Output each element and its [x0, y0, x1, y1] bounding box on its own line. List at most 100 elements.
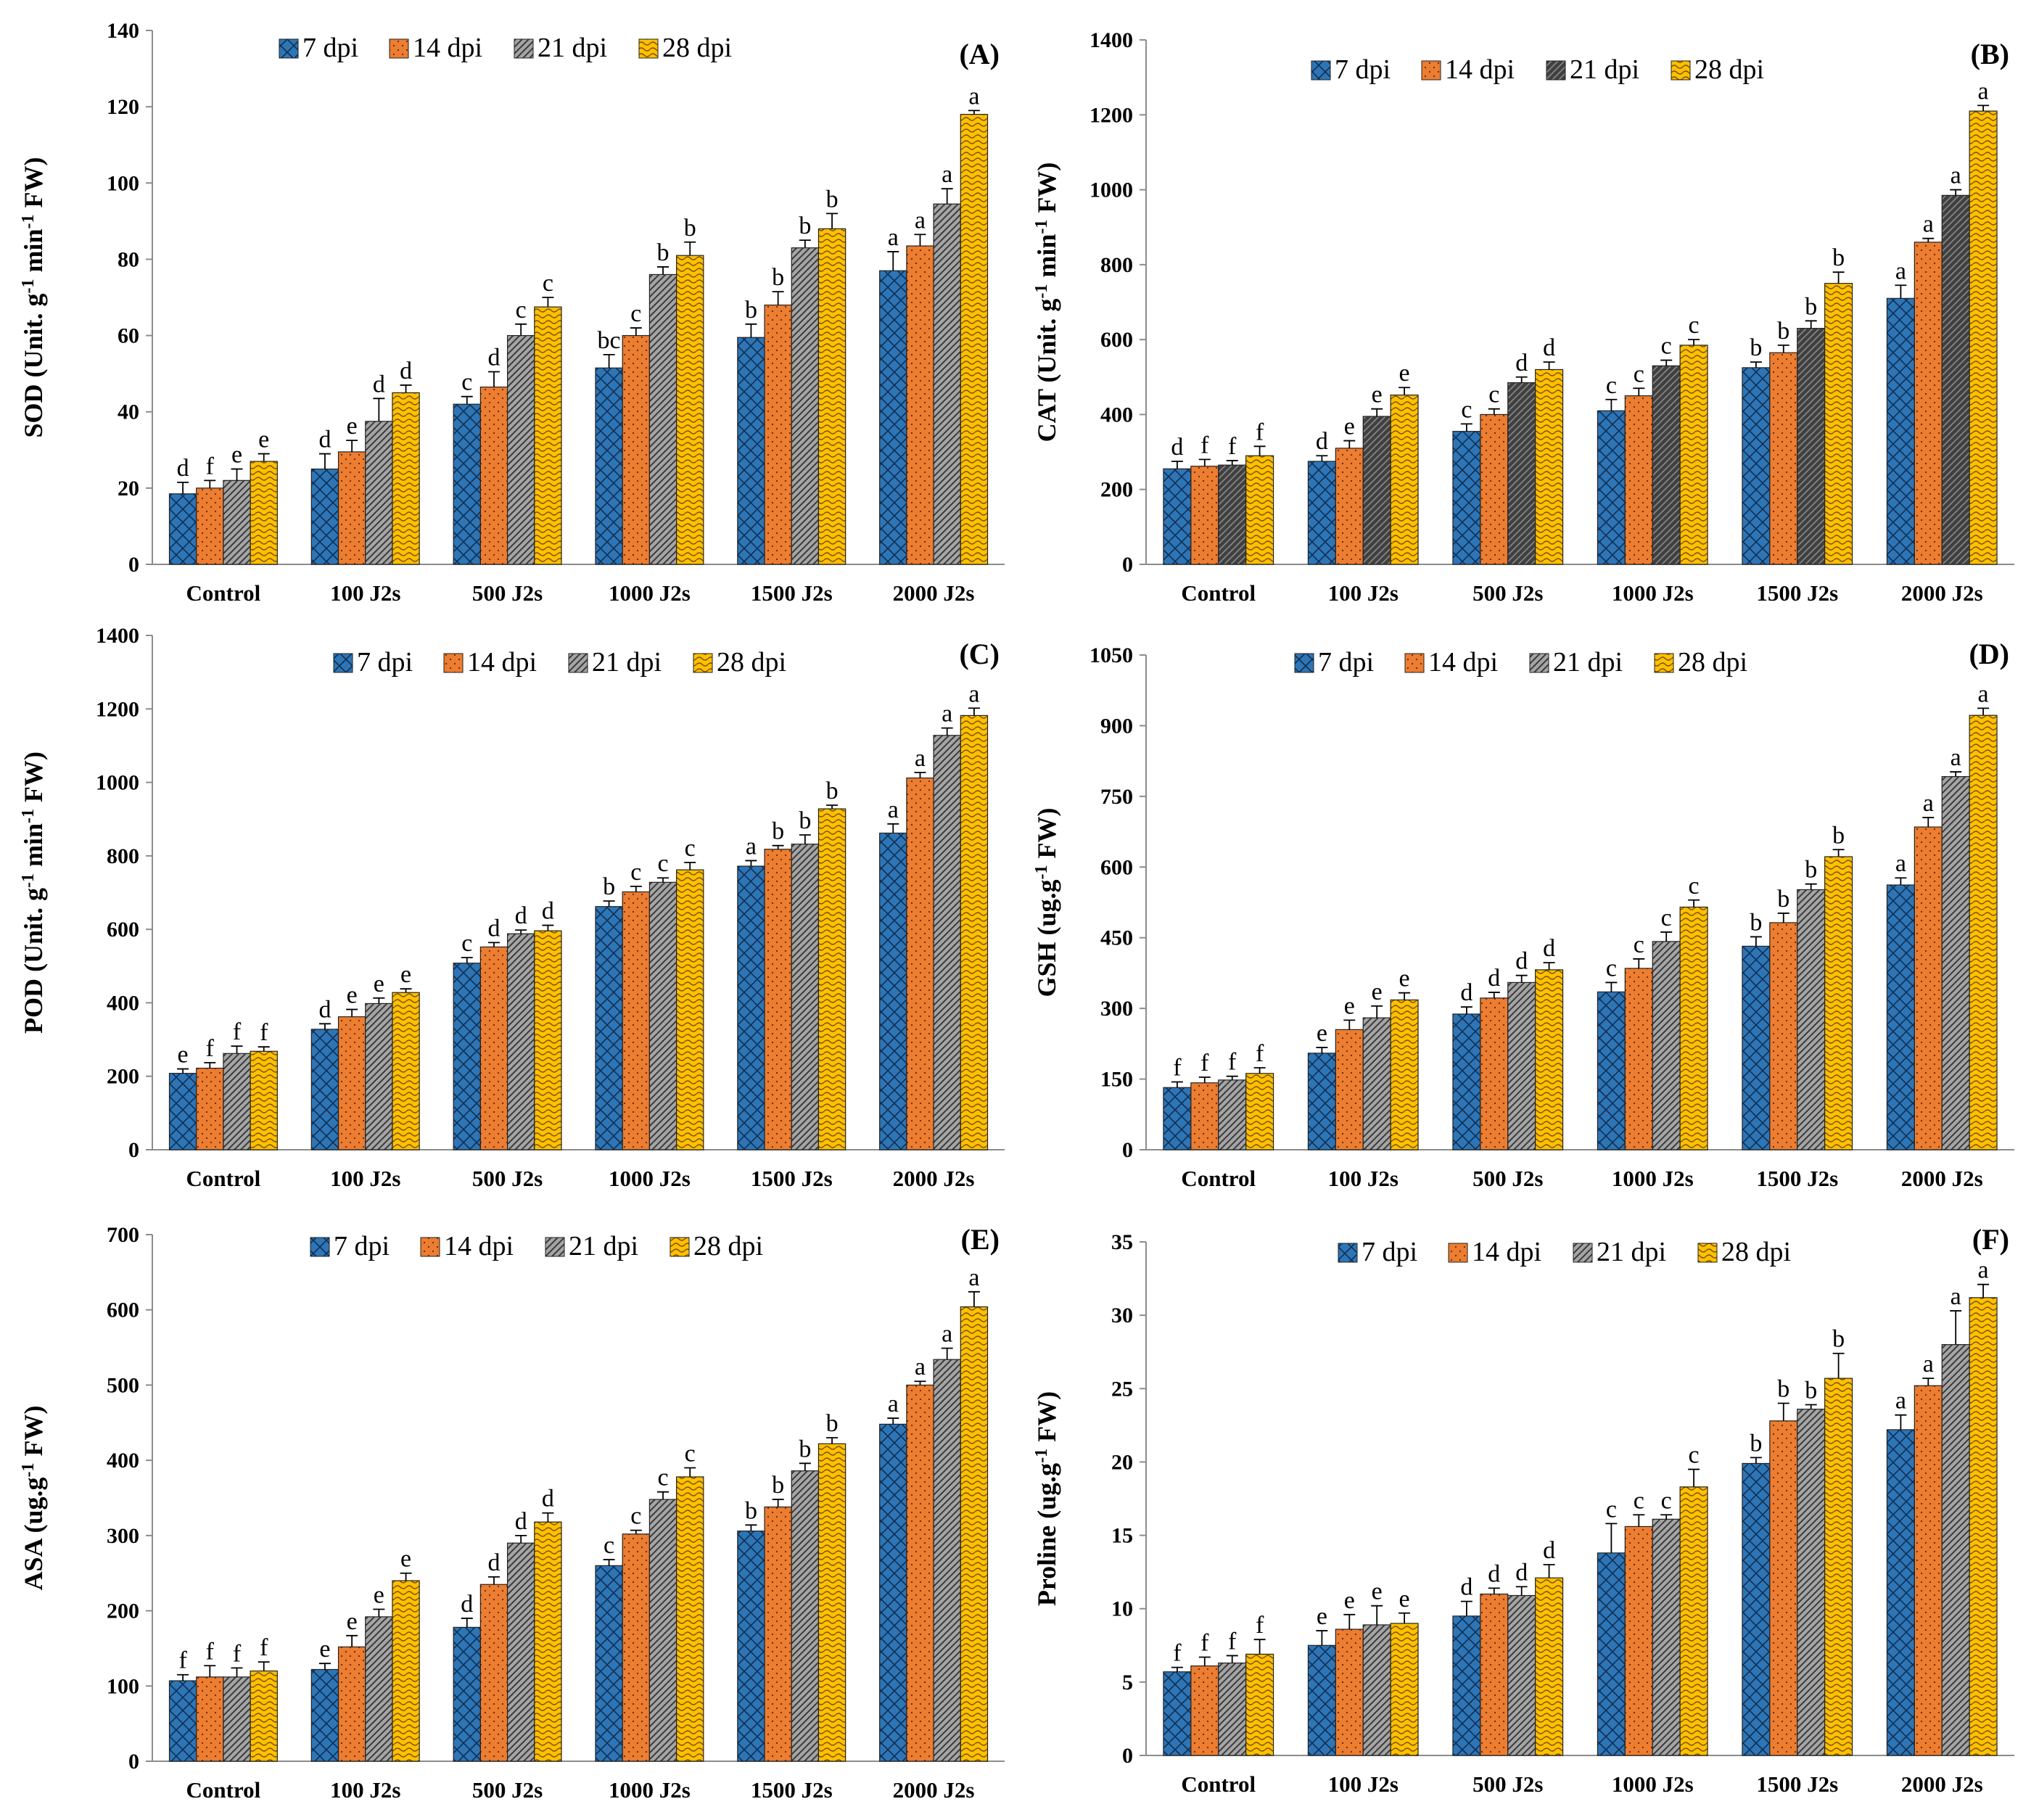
bar [1624, 1525, 1653, 1756]
significance-letter: c [657, 1465, 668, 1491]
significance-letter: c [543, 270, 553, 297]
y-tick-label: 1400 [1089, 28, 1133, 52]
significance-letter: d [1515, 1559, 1528, 1586]
x-tick-label: 100 J2s [330, 1166, 400, 1191]
bar [196, 1067, 224, 1150]
bar [223, 1676, 251, 1762]
y-tick-label: 300 [1100, 997, 1133, 1021]
significance-letter: b [1832, 1326, 1845, 1353]
y-axis-title: SOD (Unit. g-1 min-1 FW) [19, 157, 48, 437]
y-axis-title-part: FW) [1032, 807, 1061, 865]
significance-letter: c [1689, 873, 1700, 899]
legend-label: 14 dpi [467, 647, 537, 678]
bar [1307, 1053, 1336, 1150]
bar [1824, 283, 1853, 565]
significance-letter: d [1543, 1537, 1555, 1564]
bar [1190, 466, 1219, 565]
significance-letter: e [1399, 965, 1410, 992]
bar [906, 1384, 934, 1762]
bar [337, 1016, 366, 1150]
legend-label: 28 dpi [717, 647, 786, 678]
legend-swatch [443, 653, 464, 673]
significance-letter: b [826, 186, 839, 213]
bar [791, 844, 820, 1150]
bar [168, 1680, 197, 1762]
x-tick-label: Control [1181, 1166, 1256, 1191]
bar [791, 247, 820, 565]
significance-letter: d [515, 1508, 527, 1535]
legend-label: 21 dpi [1570, 54, 1639, 85]
y-tick-label: 1000 [96, 771, 139, 795]
bar [595, 1565, 623, 1762]
y-tick-label: 1050 [1089, 643, 1133, 667]
bar [1362, 416, 1391, 565]
bar [1535, 969, 1564, 1150]
x-tick-label: 100 J2s [1328, 1771, 1399, 1797]
y-tick-label: 35 [1111, 1230, 1133, 1254]
significance-letter: f [233, 1018, 242, 1045]
significance-letter: a [746, 833, 757, 860]
legend-swatch [638, 38, 659, 59]
bar [622, 1533, 651, 1762]
legend-label: 21 dpi [1597, 1237, 1666, 1267]
significance-letter: c [1634, 1487, 1644, 1514]
bar [960, 715, 989, 1150]
bar [337, 1646, 366, 1762]
bar [1335, 1628, 1364, 1756]
legend-swatch [1294, 653, 1314, 673]
significance-letter: a [1923, 790, 1934, 817]
significance-letter: e [347, 1608, 358, 1635]
legend-label: 7 dpi [302, 33, 358, 63]
legend-label: 7 dpi [334, 1231, 390, 1261]
y-tick-label: 100 [107, 171, 139, 195]
x-tick-label: 500 J2s [1472, 1166, 1543, 1191]
significance-letter: d [1543, 334, 1555, 361]
bar [737, 337, 765, 565]
bar [1769, 922, 1798, 1150]
significance-letter: c [1689, 312, 1700, 339]
bar [906, 245, 934, 565]
significance-letter: d [400, 358, 412, 384]
bar [506, 334, 535, 565]
significance-letter: f [206, 1035, 215, 1062]
y-axis-title-superscript: -1 [1032, 220, 1051, 234]
x-tick-label: 2000 J2s [893, 1777, 975, 1803]
bar [622, 891, 651, 1150]
y-tick-label: 0 [1122, 553, 1133, 577]
significance-letter: c [1606, 955, 1617, 981]
significance-letter: b [1777, 886, 1789, 913]
significance-letter: a [1923, 211, 1934, 238]
significance-letter: e [1372, 979, 1383, 1005]
significance-letter: d [487, 345, 500, 371]
significance-letter: b [657, 239, 670, 266]
significance-letter: f [1200, 1050, 1209, 1076]
bar [196, 1676, 224, 1762]
bar [1597, 991, 1626, 1150]
y-axis-title-part: min [19, 228, 48, 279]
significance-letter: c [1488, 382, 1499, 408]
y-axis-title-superscript: -1 [19, 214, 38, 228]
significance-letter: a [1951, 162, 1961, 189]
bar [365, 421, 393, 565]
bar [1480, 997, 1509, 1150]
significance-letter: c [1634, 361, 1644, 387]
significance-letter: e [1372, 382, 1383, 408]
y-tick-label: 400 [107, 991, 139, 1015]
x-tick-label: 1000 J2s [1612, 1771, 1694, 1797]
y-axis-title: Proline (ug.g-1 FW) [1032, 1391, 1061, 1606]
panel-label: (D) [1969, 638, 2009, 670]
y-tick-label: 750 [1100, 785, 1133, 809]
bar [1597, 410, 1626, 565]
bar [1969, 110, 1998, 565]
significance-letter: f [1256, 419, 1264, 445]
bar [933, 735, 961, 1150]
x-tick-label: Control [186, 580, 261, 606]
bar [250, 461, 278, 565]
bar [817, 228, 847, 565]
y-tick-label: 80 [118, 247, 139, 271]
significance-letter: e [374, 1581, 384, 1608]
x-tick-label: 500 J2s [1472, 580, 1543, 606]
y-tick-label: 20 [118, 477, 139, 501]
significance-letter: b [772, 818, 784, 845]
